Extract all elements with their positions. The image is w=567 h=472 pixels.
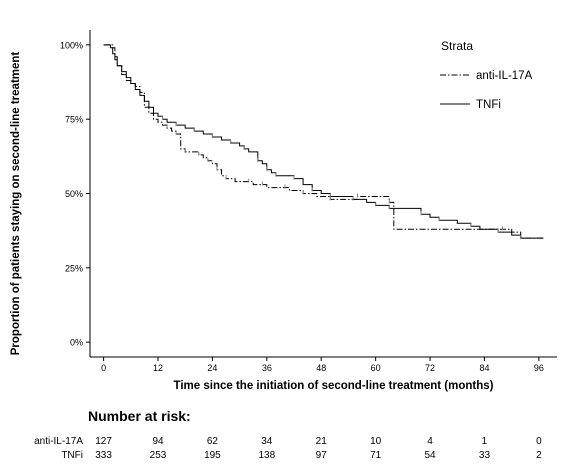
- risk-cell: 33: [479, 450, 491, 461]
- x-ticks: 0 12 24 36 48 60 72 84 96: [101, 357, 544, 373]
- x-tick-label: 12: [153, 363, 163, 373]
- x-tick-label: 96: [534, 363, 544, 373]
- risk-table-title: Number at risk:: [88, 408, 191, 424]
- series: [103, 44, 544, 240]
- series-line-tnfi: [103, 44, 544, 239]
- risk-cell: 97: [316, 450, 328, 461]
- y-tick-label: 0%: [70, 338, 83, 348]
- risk-cell: 34: [261, 436, 273, 447]
- risk-row-label-tnfi: TNFi: [61, 450, 83, 461]
- risk-cell: 2: [536, 450, 542, 461]
- risk-table: Number at risk: anti-IL-17A TNFi 127 94 62…: [34, 408, 542, 461]
- x-tick-label: 36: [262, 363, 272, 373]
- y-ticks: 0% 25% 50% 75% 100%: [60, 40, 90, 348]
- y-axis-title: Proportion of patients staying on second…: [10, 52, 22, 356]
- x-tick-label: 72: [425, 363, 435, 373]
- x-tick-label: 48: [316, 363, 326, 373]
- legend-title: Strata: [441, 39, 473, 53]
- y-tick-label: 25%: [65, 263, 83, 273]
- y-tick-label: 50%: [65, 189, 83, 199]
- x-tick-label: 84: [479, 363, 489, 373]
- risk-cell: 138: [258, 450, 275, 461]
- risk-cell: 1: [482, 436, 488, 447]
- risk-cell: 94: [152, 436, 164, 447]
- risk-cell: 253: [150, 450, 167, 461]
- risk-cell: 71: [370, 450, 382, 461]
- risk-cell: 4: [427, 436, 433, 447]
- risk-cell: 21: [316, 436, 328, 447]
- legend-label-anti-il-17a: anti-IL-17A: [476, 70, 533, 82]
- risk-cell: 127: [95, 436, 112, 447]
- x-tick-label: 60: [371, 363, 381, 373]
- x-axis-title: Time since the initiation of second-line…: [174, 380, 494, 392]
- legend: Strata anti-IL-17A TNFi: [440, 39, 533, 111]
- risk-cell: 54: [424, 450, 436, 461]
- risk-cell: 333: [95, 450, 112, 461]
- x-tick-label: 24: [207, 363, 217, 373]
- y-tick-label: 75%: [65, 115, 83, 125]
- risk-cell: 10: [370, 436, 382, 447]
- risk-cell: 62: [207, 436, 219, 447]
- risk-row-label-anti-il-17a: anti-IL-17A: [34, 436, 83, 447]
- legend-label-tnfi: TNFi: [476, 99, 501, 111]
- risk-cell: 195: [204, 450, 221, 461]
- risk-cell: 0: [536, 436, 542, 447]
- y-tick-label: 100%: [60, 40, 83, 50]
- x-tick-label: 0: [101, 363, 106, 373]
